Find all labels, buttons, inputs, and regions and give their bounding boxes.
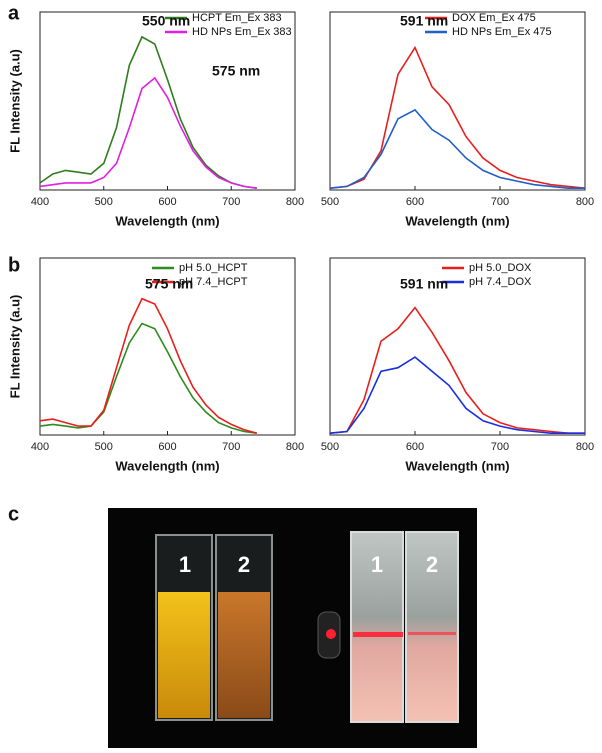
cuvette-label: 1 xyxy=(179,552,191,577)
annotation: 591 nm xyxy=(400,13,448,29)
x-tick-label: 800 xyxy=(576,441,594,453)
laser-dot xyxy=(326,629,336,639)
x-tick-label: 700 xyxy=(222,441,240,453)
annotation: 591 nm xyxy=(400,276,448,292)
x-axis-title: Wavelength (nm) xyxy=(115,458,219,473)
x-axis-title: Wavelength (nm) xyxy=(405,458,509,473)
x-tick-label: 500 xyxy=(321,196,339,208)
legend-label: DOX Em_Ex 475 xyxy=(452,12,536,24)
laser-beam xyxy=(408,632,456,635)
panel-label: b xyxy=(8,254,20,276)
annotation: 550 nm xyxy=(142,13,190,29)
x-tick-label: 600 xyxy=(406,196,424,208)
cuvette-label: 2 xyxy=(426,552,438,577)
legend-label: HD NPs Em_Ex 383 xyxy=(192,26,292,38)
legend-label: HD NPs Em_Ex 475 xyxy=(452,26,552,38)
x-tick-label: 400 xyxy=(31,196,49,208)
photo: 1 2 1 2 xyxy=(108,508,477,748)
data-line xyxy=(329,306,585,434)
data-line xyxy=(329,45,586,189)
data-line xyxy=(329,356,585,434)
x-tick-label: 500 xyxy=(95,196,113,208)
data-line xyxy=(39,76,257,189)
annotation: 575 nm xyxy=(145,276,193,292)
x-tick-label: 700 xyxy=(491,441,509,453)
x-tick-label: 400 xyxy=(31,441,49,453)
solution xyxy=(218,592,270,718)
data-line xyxy=(329,108,585,189)
x-tick-label: 600 xyxy=(406,441,424,453)
data-line xyxy=(39,35,257,189)
cuvette-label: 1 xyxy=(371,552,383,577)
plot-frame xyxy=(329,257,586,436)
solution xyxy=(158,592,210,718)
panel-label: c xyxy=(8,503,19,525)
x-axis-title: Wavelength (nm) xyxy=(115,213,219,228)
x-tick-label: 600 xyxy=(158,441,176,453)
legend-label: HCPT Em_Ex 383 xyxy=(192,12,282,24)
legend-label: pH 5.0_HCPT xyxy=(179,262,248,274)
legend-label: pH 7.4_DOX xyxy=(469,276,532,288)
x-axis-title: Wavelength (nm) xyxy=(405,213,509,228)
cuvette xyxy=(350,531,404,723)
legend-label: pH 7.4_HCPT xyxy=(179,276,248,288)
annotation: 575 nm xyxy=(212,63,260,79)
cuvette-label: 2 xyxy=(238,552,250,577)
x-tick-label: 700 xyxy=(222,196,240,208)
x-tick-label: 700 xyxy=(491,196,509,208)
x-tick-label: 800 xyxy=(286,196,304,208)
x-tick-label: 500 xyxy=(95,441,113,453)
laser-beam xyxy=(353,632,403,637)
legend-label: pH 5.0_DOX xyxy=(469,262,532,274)
y-axis-title: FL Intensity (a.u) xyxy=(7,49,22,153)
plot-frame xyxy=(329,11,586,191)
data-line xyxy=(39,297,258,434)
x-tick-label: 800 xyxy=(286,441,304,453)
x-tick-label: 500 xyxy=(321,441,339,453)
panel-label: a xyxy=(8,2,20,24)
y-axis-title: FL Intensity (a.u) xyxy=(7,295,22,399)
cuvette xyxy=(405,531,459,723)
data-line xyxy=(39,322,257,434)
plot-frame xyxy=(39,11,296,191)
x-tick-label: 800 xyxy=(576,196,594,208)
x-tick-label: 600 xyxy=(158,196,176,208)
